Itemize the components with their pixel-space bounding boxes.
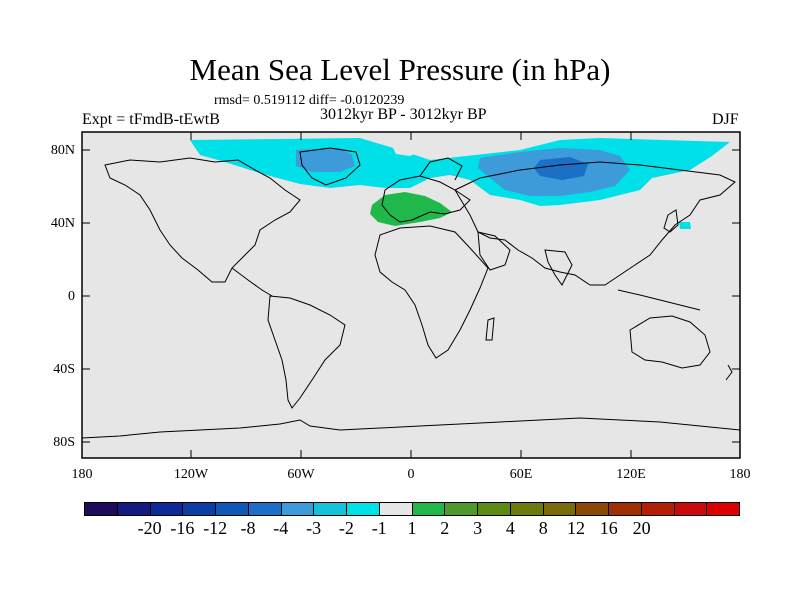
lat-label-0: 0 — [68, 289, 75, 304]
colorbar-label: -12 — [203, 518, 228, 538]
lat-ticks — [82, 149, 740, 443]
colorbar-label: -2 — [338, 518, 354, 538]
season-label: DJF — [712, 111, 739, 128]
colorbar-box — [281, 503, 315, 515]
colorbar-box — [576, 503, 609, 515]
colorbar-box — [85, 503, 118, 515]
colorbar-box — [674, 503, 708, 515]
lon-ticks — [190, 132, 632, 458]
colorbar-box — [707, 503, 739, 515]
period-subtitle: 3012kyr BP - 3012kyr BP — [320, 106, 487, 123]
colorbar-box — [248, 503, 282, 515]
lat-label-40n: 40N — [50, 216, 75, 231]
colorbar-label: 12 — [567, 518, 585, 538]
experiment-label: Expt = tFmdB-tEwtB — [82, 111, 220, 128]
lon-label-0: 0 — [407, 467, 415, 482]
contour-pos2-europe — [370, 192, 452, 226]
colorbar-box — [445, 503, 478, 515]
colorbar-box — [641, 503, 675, 515]
stats-text: rmsd= 0.519112 diff= -0.0120239 — [214, 93, 405, 108]
lon-label-60w: 60W — [287, 467, 315, 482]
lon-label-180w: 180 — [71, 467, 93, 482]
lat-label-80n: 80N — [50, 143, 75, 158]
lon-label-120e: 120E — [616, 467, 646, 482]
colorbar-box — [510, 503, 544, 515]
lat-label-40s: 40S — [53, 362, 75, 377]
colorbar-label: -20 — [137, 518, 162, 538]
colorbar-box — [216, 503, 249, 515]
contour-neutral-arctic — [392, 140, 424, 156]
colorbar-box — [609, 503, 642, 515]
colorbar-label: 16 — [599, 518, 618, 538]
lon-label-60e: 60E — [509, 467, 533, 482]
contour-neg3-siberia — [534, 157, 588, 180]
colorbar-box — [183, 503, 216, 515]
colorbar-label: 2 — [440, 518, 450, 538]
lon-label-180e: 180 — [729, 467, 751, 482]
contour-neg2-greenland — [296, 148, 355, 172]
colorbar-box — [379, 503, 413, 515]
colorbar-label: -8 — [240, 518, 256, 538]
lat-label-80s: 80S — [53, 435, 75, 450]
colorbar-box — [543, 503, 577, 515]
lon-label-120w: 120W — [173, 467, 209, 482]
colorbar-label: 3 — [473, 518, 483, 538]
colorbar-label: 1 — [407, 518, 417, 538]
colorbar-label: 4 — [505, 518, 515, 538]
colorbar-box — [347, 503, 380, 515]
colorbar-label: -4 — [273, 518, 289, 538]
colorbar — [84, 502, 740, 516]
colorbar-box — [117, 503, 151, 515]
map-title: Mean Sea Level Pressure (in hPa) — [189, 52, 611, 87]
colorbar-label: -1 — [371, 518, 387, 538]
colorbar-box — [150, 503, 184, 515]
colorbar-label: -3 — [306, 518, 322, 538]
colorbar-label: 8 — [538, 518, 548, 538]
colorbar-label: -16 — [170, 518, 195, 538]
colorbar-box — [478, 503, 511, 515]
coastlines — [81, 147, 741, 439]
contour-neg1-pacific — [679, 222, 691, 229]
colorbar-box — [412, 503, 446, 515]
colorbar-box — [314, 503, 347, 515]
colorbar-label: 20 — [632, 518, 651, 538]
